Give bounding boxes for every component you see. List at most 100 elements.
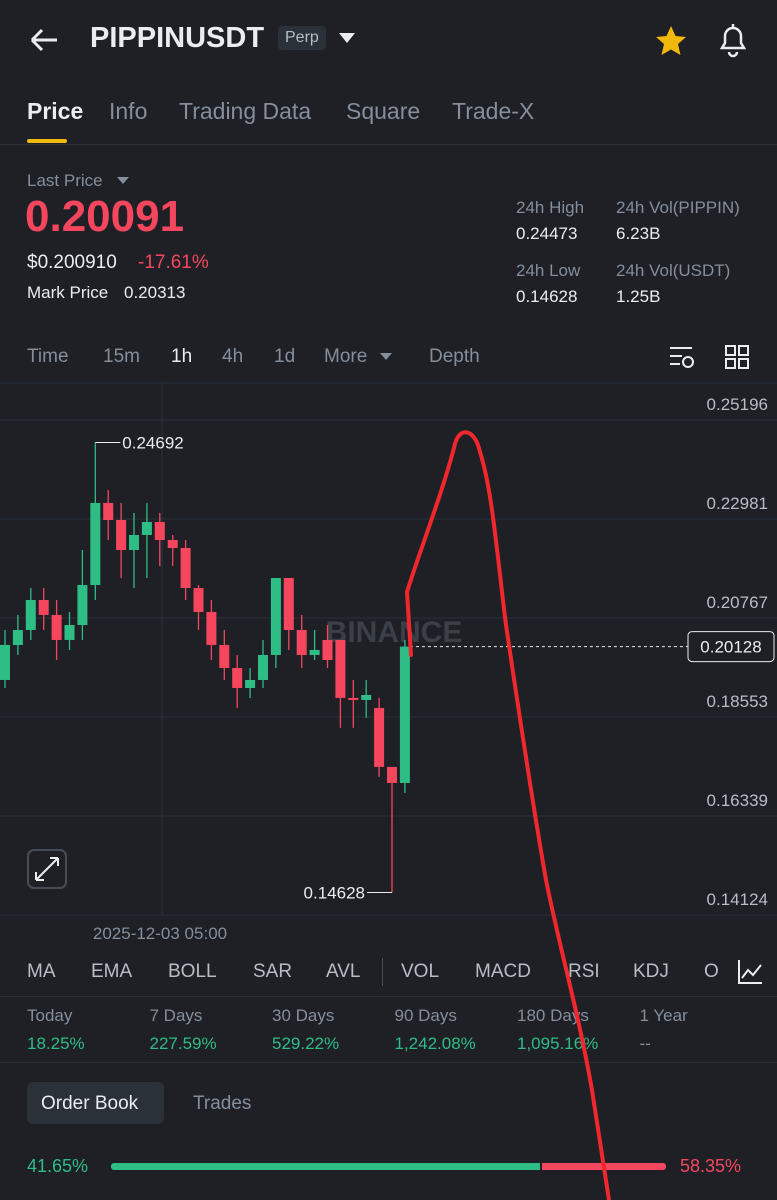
- last-price-box: [687, 631, 775, 663]
- badge: Perp: [278, 26, 326, 50]
- indicator[interactable]: EMA: [91, 961, 133, 982]
- period-value: 529.22%: [272, 1034, 340, 1053]
- symbol: PIPPINUSDT: [90, 22, 265, 54]
- candle-body: [25, 599, 36, 630]
- dropdown-icon[interactable]: [338, 32, 356, 44]
- divider: [0, 144, 777, 145]
- candle-body: [180, 547, 191, 589]
- bid-bar: [111, 1163, 540, 1170]
- last-price-label: Last Price: [27, 171, 103, 190]
- stat-value: 6.23B: [616, 224, 661, 243]
- candle-body: [245, 679, 256, 688]
- period-label: 30 Days: [272, 1006, 335, 1025]
- price-change: -17.61%: [138, 252, 209, 273]
- period-label: 1 Year: [639, 1006, 688, 1025]
- interval[interactable]: Depth: [429, 346, 480, 367]
- interval[interactable]: 1h: [171, 346, 193, 367]
- order-book-tab[interactable]: Order Book: [41, 1093, 139, 1114]
- indicator[interactable]: VOL: [401, 961, 440, 982]
- tab[interactable]: Trade-X: [452, 98, 535, 124]
- candle-body: [154, 521, 165, 540]
- candle-body: [103, 502, 114, 521]
- last-price-label: 0.20128: [700, 638, 761, 657]
- y-tick-label: 0.16339: [707, 791, 768, 810]
- tab[interactable]: Price: [27, 98, 84, 124]
- high-label: 0.24692: [122, 434, 183, 453]
- candle-body: [167, 539, 178, 548]
- stat-label: 24h High: [516, 198, 585, 217]
- candle-body: [12, 629, 23, 645]
- stat-value: 0.24473: [516, 224, 578, 243]
- period-value: --: [639, 1034, 651, 1053]
- bid-ratio: 41.65%: [27, 1156, 89, 1176]
- candle-body: [387, 766, 397, 783]
- indicator-settings-icon[interactable]: [736, 958, 764, 986]
- candle-body: [90, 502, 101, 585]
- indicator[interactable]: MA: [27, 961, 56, 982]
- layout-icon[interactable]: [724, 344, 750, 370]
- y-tick-label: 0.22981: [707, 494, 768, 513]
- indicator[interactable]: BOLL: [168, 961, 217, 982]
- interval[interactable]: 4h: [222, 346, 244, 367]
- candle-body: [64, 624, 75, 640]
- candle-body: [374, 707, 385, 767]
- candle-body: [193, 588, 204, 612]
- candle-body: [206, 611, 217, 645]
- period-label: 180 Days: [517, 1006, 589, 1025]
- candle-body: [348, 697, 359, 700]
- candle-body: [399, 646, 410, 783]
- candle-body: [77, 584, 88, 625]
- candle-body: [232, 667, 243, 688]
- alert-icon[interactable]: [716, 22, 750, 58]
- stat-label: 24h Vol(USDT): [616, 261, 731, 280]
- expand-button[interactable]: [27, 849, 67, 889]
- period-label: Today: [27, 1006, 73, 1025]
- ask-bar: [542, 1163, 666, 1170]
- stat-label: 24h Low: [516, 261, 581, 280]
- interval[interactable]: 15m: [103, 346, 140, 367]
- x-axis-label: 2025-12-03 05:00: [93, 924, 227, 943]
- candle-body: [309, 649, 320, 655]
- indicator[interactable]: SAR: [253, 961, 293, 982]
- period-value: 18.25%: [27, 1034, 85, 1053]
- indicator[interactable]: MACD: [475, 961, 531, 982]
- candle-body: [129, 534, 139, 551]
- indicator[interactable]: RSI: [568, 961, 600, 982]
- back-button[interactable]: [28, 26, 60, 54]
- interval[interactable]: 1d: [274, 346, 296, 367]
- indicator[interactable]: AVL: [326, 961, 361, 982]
- candle-body: [0, 644, 10, 680]
- y-tick-label: 0.20767: [707, 593, 768, 612]
- separator: [382, 958, 383, 986]
- watermark: BINANCE: [326, 616, 463, 649]
- chart-settings-icon[interactable]: [668, 344, 696, 370]
- candle-body: [283, 577, 294, 630]
- tab[interactable]: Square: [346, 98, 421, 124]
- tab[interactable]: Trading Data: [179, 98, 312, 124]
- period-label: 90 Days: [394, 1006, 457, 1025]
- tab[interactable]: Info: [109, 98, 148, 124]
- tab-highlight: [27, 1082, 164, 1124]
- indicator[interactable]: KDJ: [633, 961, 669, 982]
- interval[interactable]: More: [324, 346, 368, 367]
- stat-label: 24h Vol(PIPPIN): [616, 198, 740, 217]
- dropdown-icon[interactable]: [116, 176, 130, 185]
- dropdown-icon[interactable]: [379, 352, 393, 361]
- candle-body: [258, 654, 268, 680]
- candle-body: [322, 639, 333, 660]
- tab-indicator: [27, 139, 67, 143]
- candle-body: [296, 629, 307, 655]
- candlestick-chart: BINANCE 2025-12-03 05:00 0.25196 0.22981 0…: [0, 382, 777, 943]
- favorite-icon[interactable]: [654, 24, 688, 56]
- divider: [0, 996, 777, 997]
- candle-body: [361, 694, 372, 700]
- candle-body: [116, 520, 127, 551]
- stat-value: 0.14628: [516, 287, 578, 306]
- candle-body: [219, 644, 230, 668]
- stat-value: 1.25B: [616, 287, 661, 306]
- interval[interactable]: Time: [27, 346, 69, 367]
- indicator[interactable]: O: [704, 961, 719, 982]
- trades-tab[interactable]: Trades: [193, 1093, 252, 1114]
